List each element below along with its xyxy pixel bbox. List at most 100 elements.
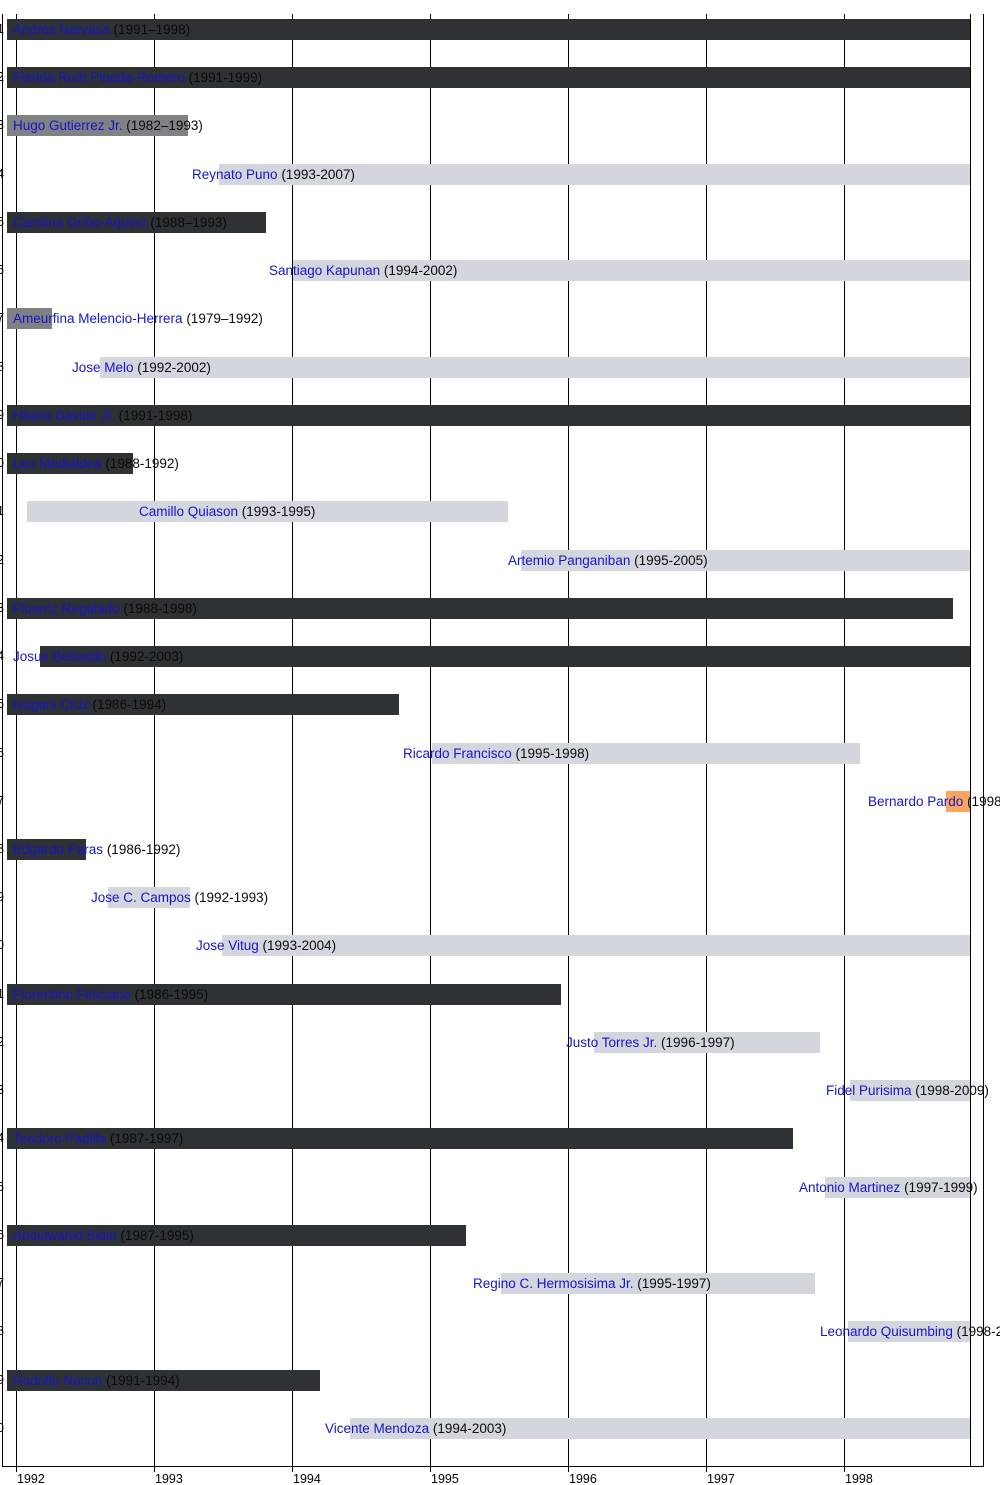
term-years: (1986-1992)	[103, 842, 181, 857]
frame-line	[2, 14, 3, 1466]
term-years: (1992-2002)	[133, 360, 211, 375]
term-bar	[108, 887, 190, 908]
axis-tick	[16, 1466, 17, 1472]
row-number: 9	[0, 408, 4, 422]
row-number: 23	[0, 1083, 4, 1097]
term-years: (1991-1998)	[115, 408, 193, 423]
axis-tick	[292, 1466, 293, 1472]
term-years: (1992-1993)	[190, 890, 269, 905]
term-bar	[7, 1128, 793, 1149]
justice-name-link[interactable]: Florenz Regalado	[13, 601, 120, 616]
row-number: 6	[0, 263, 4, 277]
axis-year-label: 1998	[845, 1472, 873, 1485]
term-bar	[594, 1032, 820, 1053]
term-label: Jose Melo (1992-2002)	[72, 357, 211, 378]
justice-name-link[interactable]: Vicente Mendoza	[325, 1421, 430, 1436]
justice-name-link[interactable]: Leonardo Quisumbing	[820, 1324, 953, 1339]
justice-name-link[interactable]: Hilario Davide Jr.	[13, 408, 116, 423]
justice-name-link[interactable]: Edgardo Paras	[13, 842, 104, 857]
justice-name-link[interactable]: Jose C. Campos	[91, 890, 191, 905]
row-number: 1	[0, 22, 4, 36]
justice-name-link[interactable]: Reynato Puno	[192, 167, 278, 182]
term-bar	[7, 839, 86, 860]
term-label: Artemio Panganiban (1995-2005)	[508, 550, 708, 571]
term-years: (1988-1992)	[101, 456, 179, 471]
frame-line	[970, 14, 971, 1466]
justice-name-link[interactable]: Andres Narvasa	[13, 22, 110, 37]
term-bar	[222, 935, 970, 956]
term-label: Reynato Puno (1993-2007)	[192, 164, 355, 185]
term-bar	[432, 743, 860, 764]
term-years: (1991-1994)	[102, 1373, 180, 1388]
row-number: 20	[0, 938, 4, 952]
justice-name-link[interactable]: Fidel Purisima	[826, 1083, 912, 1098]
term-label: Jose Vitug (1993-2004)	[196, 935, 336, 956]
term-label: Camillo Quiason (1993-1995)	[139, 501, 315, 522]
justice-name-link[interactable]: Flerida Ruth Pineda-Romero	[13, 70, 185, 85]
justice-name-link[interactable]: Florentino Feliciano	[13, 987, 131, 1002]
term-label: Vicente Mendoza (1994-2003)	[325, 1418, 506, 1439]
term-years: (1997-1999)	[900, 1180, 978, 1195]
frame-line	[983, 14, 984, 1466]
term-label: Fidel Purisima (1998-2009)	[826, 1080, 989, 1101]
axis-year-label: 1995	[431, 1472, 459, 1485]
term-years: (1994-2003)	[429, 1421, 507, 1436]
term-label: Josue Bellosillo (1992-2003)	[13, 646, 183, 667]
justice-name-link[interactable]: Antonio Martinez	[799, 1180, 901, 1195]
term-bar	[7, 694, 399, 715]
term-years: (1991-1999)	[184, 70, 263, 85]
justice-name-link[interactable]: Bernardo Pardo	[868, 794, 964, 809]
justice-name-link[interactable]: Ricardo Francisco	[403, 746, 512, 761]
justice-name-link[interactable]: Abdulwahid Bidin	[13, 1228, 117, 1243]
justice-name-link[interactable]: Artemio Panganiban	[508, 553, 631, 568]
justice-name-link[interactable]: Santiago Kapunan	[269, 263, 381, 278]
justice-name-link[interactable]: Jose Melo	[72, 360, 134, 375]
justice-name-link[interactable]: Rodolfo Nocon	[13, 1373, 103, 1388]
justice-name-link[interactable]: Leo Medialdea	[13, 456, 102, 471]
row-number: 14	[0, 649, 4, 663]
justice-name-link[interactable]: Isagani Cruz	[13, 697, 89, 712]
year-gridline	[430, 14, 431, 1466]
row-number: 5	[0, 215, 4, 229]
term-years: (1995-2005)	[630, 553, 708, 568]
term-years: (1986-1995)	[130, 987, 209, 1002]
term-years: (1995-1998)	[511, 746, 590, 761]
year-gridline	[706, 14, 707, 1466]
term-bar	[40, 646, 970, 667]
row-number: 24	[0, 1131, 4, 1145]
row-number: 15	[0, 697, 4, 711]
axis-tick	[430, 1466, 431, 1472]
term-bar	[7, 19, 970, 40]
row-number: 22	[0, 1035, 4, 1049]
justice-name-link[interactable]: Josue Bellosillo	[13, 649, 107, 664]
justice-name-link[interactable]: Jose Vitug	[196, 938, 259, 953]
year-gridline	[292, 14, 293, 1466]
justice-name-link[interactable]: Regino C. Hermosisima Jr.	[473, 1276, 634, 1291]
justice-name-link[interactable]: Ameurfina Melencio-Herrera	[13, 311, 183, 326]
axis-year-label: 1994	[293, 1472, 321, 1485]
row-number: 25	[0, 1180, 4, 1194]
row-number: 2	[0, 70, 4, 84]
axis-year-label: 1993	[155, 1472, 183, 1485]
axis-tick	[568, 1466, 569, 1472]
term-bar	[848, 1321, 970, 1342]
term-label: Flerida Ruth Pineda-Romero (1991-1999)	[13, 67, 262, 88]
term-bar	[219, 164, 970, 185]
term-label: Bernardo Pardo (1998-	[868, 791, 1000, 812]
term-bar	[7, 308, 52, 329]
justice-name-link[interactable]: Justo Torres Jr.	[566, 1035, 658, 1050]
term-label: Abdulwahid Bidin (1987-1995)	[13, 1225, 194, 1246]
term-bar	[7, 984, 561, 1005]
row-number: 21	[0, 987, 4, 1001]
term-bar	[7, 1225, 466, 1246]
justice-name-link[interactable]: Teodoro Padilla	[13, 1131, 107, 1146]
justice-name-link[interactable]: Camillo Quiason	[139, 504, 239, 519]
justice-name-link[interactable]: Carolina Griño-Aquino	[13, 215, 147, 230]
justice-name-link[interactable]: Hugo Gutierrez Jr.	[13, 118, 123, 133]
row-number: 28	[0, 1324, 4, 1338]
term-bar	[7, 67, 970, 88]
year-gridline	[844, 14, 845, 1466]
row-number: 12	[0, 553, 4, 567]
row-number: 13	[0, 601, 4, 615]
